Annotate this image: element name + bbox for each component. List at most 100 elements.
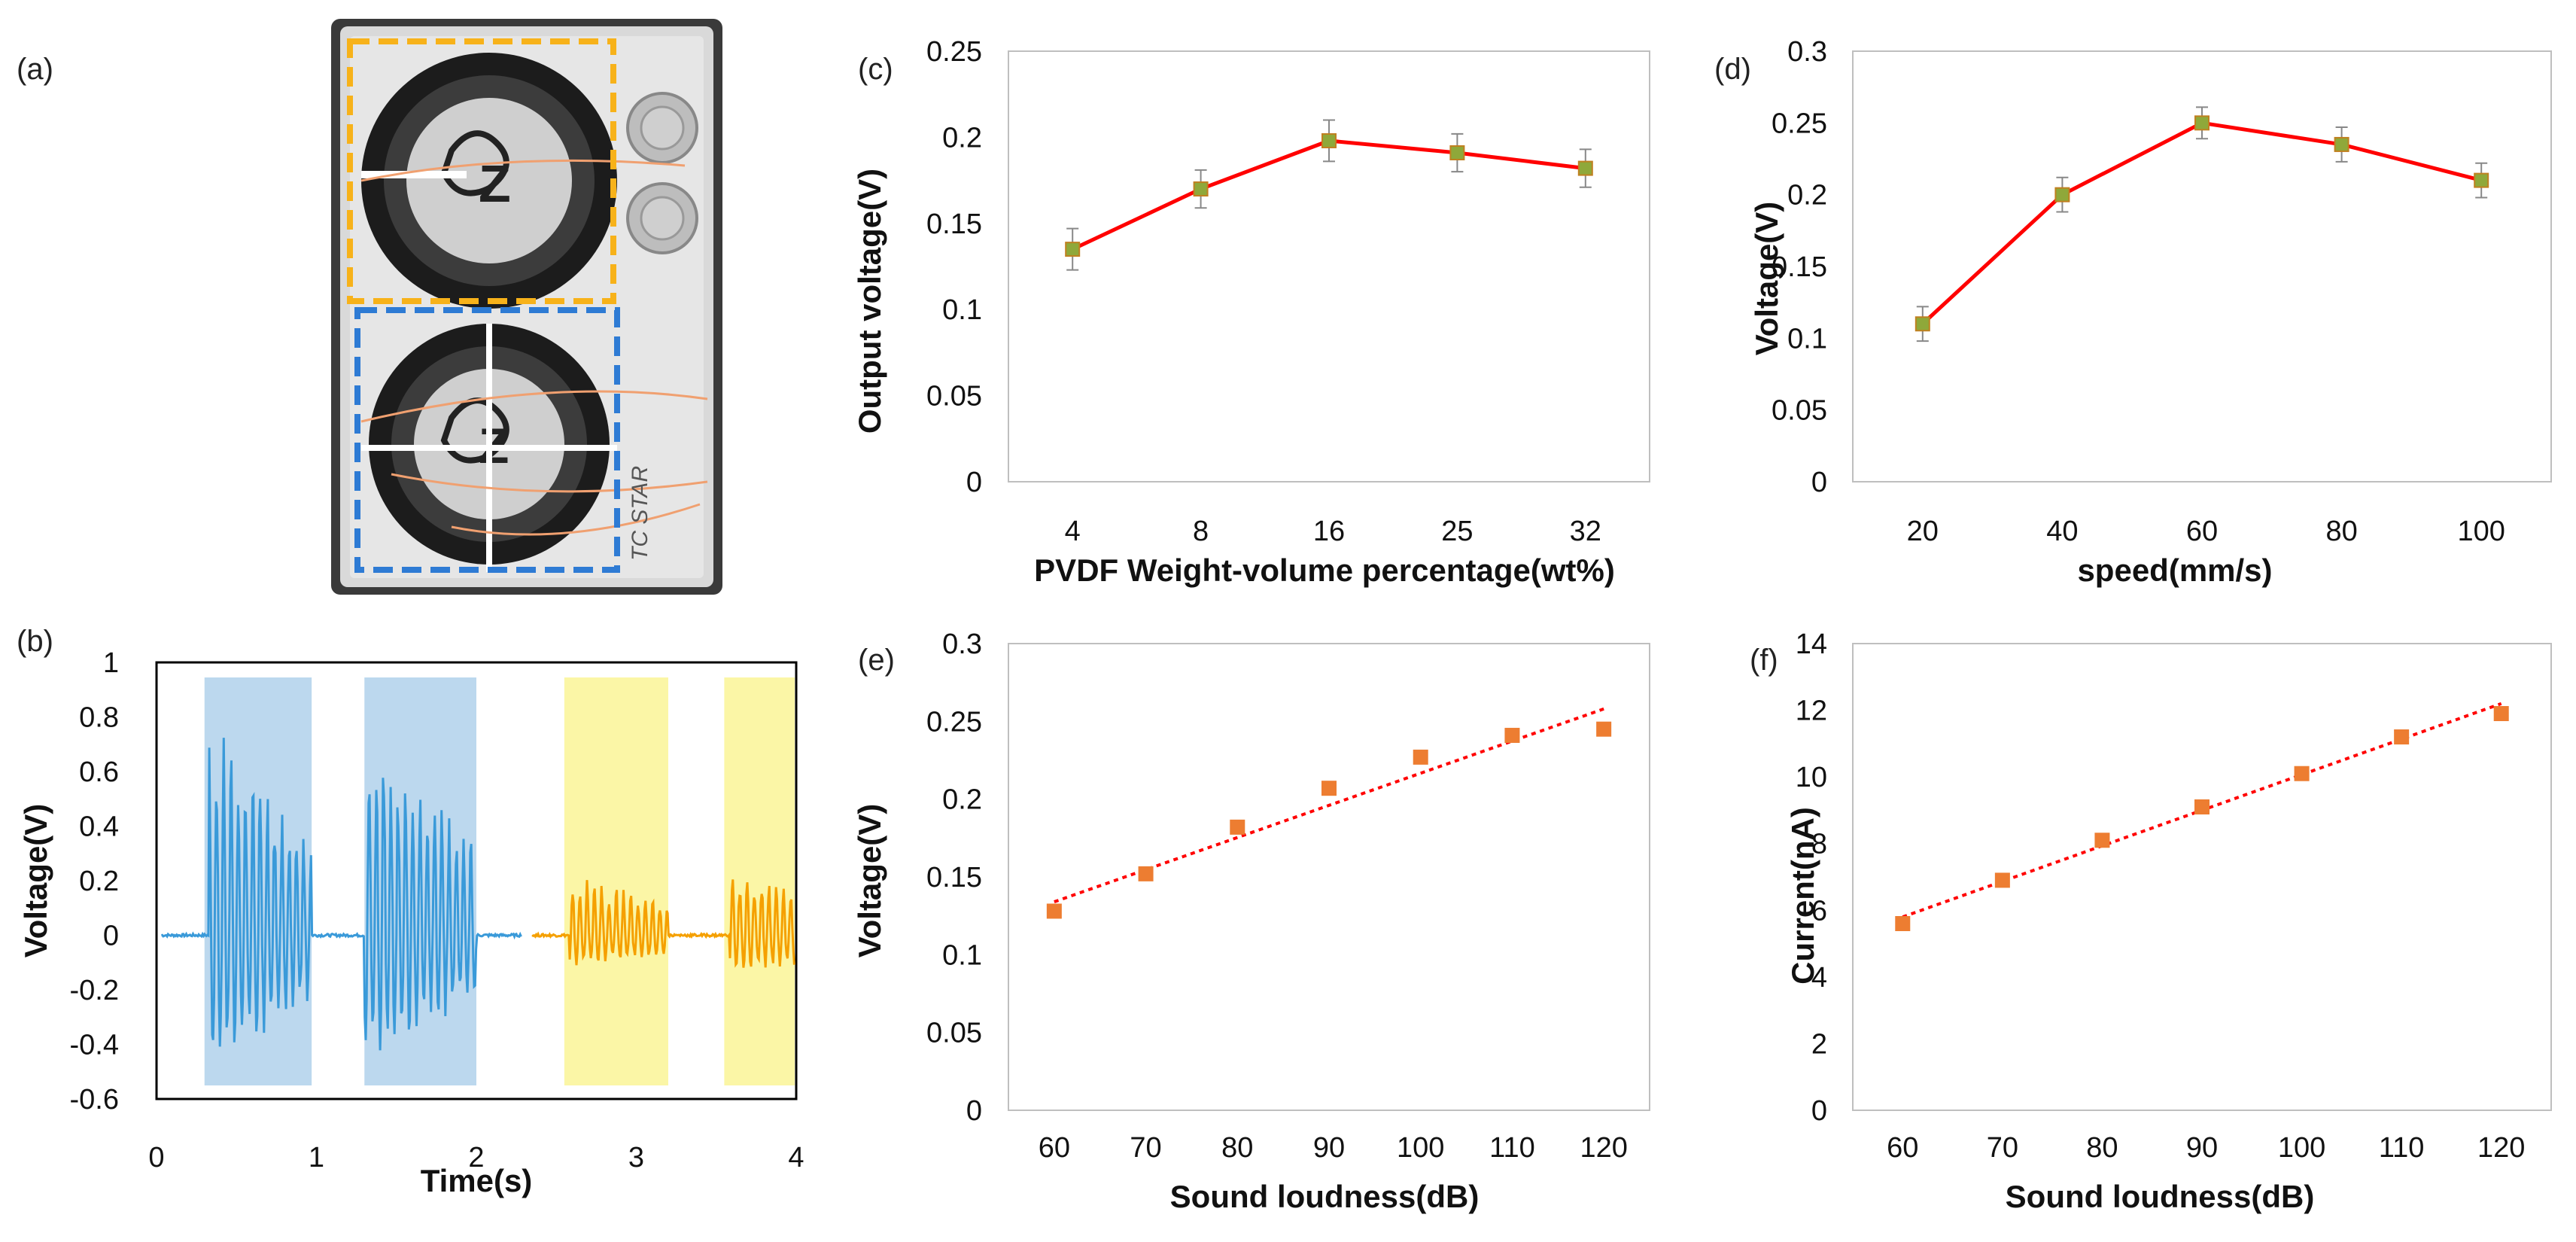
chart-f-point-0 [1895,916,1911,931]
chart-f-point-3 [2194,799,2210,814]
chart-b-band-2 [564,677,668,1085]
chart-e-xtick-5: 110 [1489,1132,1535,1164]
chart-b-ytick-4: 0.2 [79,866,119,897]
chart-f-ytick-3: 6 [1811,895,1827,927]
chart-d-xlabel: speed(mm/s) [2077,553,2272,588]
chart-e-ytick-0: 0 [966,1095,982,1127]
chart-b-frame [155,661,798,1100]
chart-e-xtick-3: 90 [1313,1132,1345,1164]
chart-e-xtick-2: 80 [1221,1132,1253,1164]
chart-f-ytick-0: 0 [1811,1095,1827,1127]
chart-e-ytick-2: 0.1 [942,939,982,971]
chart-c-ytick-4: 0.2 [942,122,982,154]
chart-e-point-6 [1596,721,1612,737]
chart-f-point-6 [2493,706,2509,721]
chart-d-frame [1852,50,2552,482]
chart-d-ytick-6: 0.3 [1787,36,1827,68]
chart-c-point-2 [1321,132,1337,148]
chart-c-ytick-5: 0.25 [926,36,982,68]
chart-f-xtick-2: 80 [2086,1132,2118,1164]
chart-e-xtick-4: 100 [1397,1132,1444,1164]
chart-f-ytick-1: 2 [1811,1028,1827,1060]
brand-text: TC STAR [628,466,652,561]
chart-d-ylabel: Voltage(V) [1749,202,1784,356]
chart-f-point-2 [2094,833,2110,848]
chart-c-xtick-1: 8 [1193,516,1209,547]
chart-d-ytick-4: 0.2 [1787,180,1827,212]
chart-e-xtick-0: 60 [1039,1132,1070,1164]
chart-f-loudness-current: 0 2 4 6 8 10 12 14 60 70 80 90 100 110 120 Sound loudn… [1785,629,2552,1214]
panel-label-e: (e) [858,644,895,677]
chart-f-frame [1852,643,2552,1111]
chart-c-xtick-0: 4 [1065,516,1081,547]
chart-c-xtick-4: 32 [1570,516,1601,547]
chart-e-xtick-6: 120 [1580,1132,1627,1164]
chart-b-xtick-2: 2 [468,1142,484,1174]
chart-e-ytick-5: 0.25 [926,706,982,738]
chart-b-ytick-8: 1 [103,647,119,679]
chart-c-ytick-0: 0 [966,467,982,498]
chart-b-xlabel: Time(s) [421,1163,533,1198]
chart-f-ytick-2: 4 [1811,962,1827,994]
chart-f-xtick-1: 70 [1987,1132,2018,1164]
chart-c-ytick-3: 0.15 [926,209,982,240]
chart-e-trendline [1054,707,1604,903]
chart-e-point-1 [1138,866,1154,881]
chart-b-voltage-time: -0.6 -0.4 -0.2 0 0.2 0.4 0.6 0.8 1 0 1 2 3 4 Time(s)… [18,647,804,1198]
chart-e-ytick-6: 0.3 [942,629,982,660]
chart-e-ytick-3: 0.15 [926,862,982,893]
chart-b-xtick-3: 3 [628,1142,644,1174]
chart-b-band-3 [724,677,795,1085]
chart-d-point-0 [1915,316,1930,332]
chart-c-xtick-2: 16 [1313,516,1345,547]
chart-f-xlabel: Sound loudness(dB) [2006,1179,2315,1214]
chart-f-point-4 [2294,766,2310,781]
panel-label-f: (f) [1750,644,1778,677]
chart-c-point-0 [1065,242,1081,257]
chart-b-ytick-2: -0.2 [70,975,119,1006]
chart-b-ytick-0: -0.6 [70,1084,119,1116]
chart-d-ytick-0: 0 [1811,467,1827,498]
chart-c-xlabel: PVDF Weight-volume percentage(wt%) [1034,553,1615,588]
chart-e-frame [1008,643,1650,1111]
chart-e-ytick-4: 0.2 [942,784,982,816]
chart-f-ytick-5: 10 [1796,762,1827,793]
chart-d-point-3 [2334,136,2349,152]
chart-f-xtick-0: 60 [1887,1132,1918,1164]
chart-d-xtick-0: 20 [1907,516,1939,547]
chart-e-xlabel: Sound loudness(dB) [1170,1179,1480,1214]
chart-c-point-3 [1449,145,1465,160]
chart-d-speed: 0 0.05 0.1 0.15 0.2 0.25 0.3 20 40 60 80 100 speed(… [1749,36,2552,588]
chart-c-xtick-3: 25 [1441,516,1473,547]
chart-b-xtick-1: 1 [309,1142,324,1174]
chart-c-ylabel: Output voltage(V) [852,169,887,434]
chart-f-ytick-4: 8 [1811,829,1827,860]
panel-label-d: (d) [1714,53,1751,86]
chart-d-point-2 [2194,115,2210,131]
chart-f-xtick-3: 90 [2186,1132,2218,1164]
chart-d-xtick-2: 60 [2186,516,2218,547]
chart-e-ytick-1: 0.05 [926,1018,982,1049]
chart-b-xtick-0: 0 [148,1142,164,1174]
chart-c-ytick-1: 0.05 [926,381,982,412]
chart-e-point-3 [1321,781,1337,796]
chart-f-xtick-6: 120 [2477,1132,2525,1164]
chart-f-point-5 [2394,729,2410,744]
chart-d-ytick-2: 0.1 [1787,323,1827,355]
chart-f-xtick-5: 110 [2379,1132,2425,1164]
chart-b-ytick-7: 0.8 [79,702,119,734]
chart-e-point-5 [1504,727,1520,743]
chart-d-point-1 [2054,187,2070,202]
panel-label-c: (c) [858,53,893,86]
chart-b-series-0 [161,738,522,1051]
chart-b-xtick-4: 4 [788,1142,804,1174]
chart-d-ytick-1: 0.05 [1772,395,1827,427]
chart-f-point-1 [1994,872,2010,888]
chart-b-ytick-6: 0.6 [79,756,119,788]
chart-b-ylabel: Voltage(V) [18,804,53,958]
chart-d-point-4 [2474,172,2489,188]
chart-d-line [1921,120,2482,326]
chart-f-ylabel: Current(nA) [1785,807,1820,985]
chart-c-ytick-2: 0.1 [942,294,982,326]
